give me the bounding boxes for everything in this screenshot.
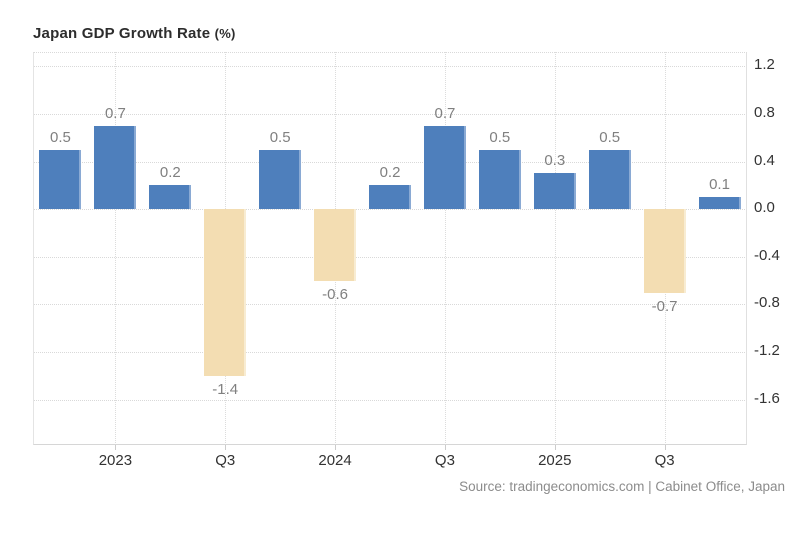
bar-2[interactable] xyxy=(149,185,192,210)
x-axis-tick-mark xyxy=(664,445,666,450)
y-axis-tick-label: 1.2 xyxy=(754,56,775,74)
h-gridline xyxy=(33,256,747,258)
bar-1[interactable] xyxy=(94,125,137,210)
x-axis-tick-mark xyxy=(554,445,556,450)
plot-area xyxy=(33,52,747,445)
bar-4[interactable] xyxy=(259,149,302,210)
y-axis-tick-label: -0.4 xyxy=(754,246,780,264)
y-axis-tick-label: -0.8 xyxy=(754,294,780,312)
bar-3[interactable] xyxy=(204,209,247,376)
bar-9[interactable] xyxy=(533,173,576,210)
bar-8[interactable] xyxy=(478,149,521,210)
x-axis-tick-label: 2024 xyxy=(318,452,352,469)
x-axis-tick-mark xyxy=(225,445,227,450)
x-axis-tick-mark xyxy=(444,445,446,450)
chart-title-units: (%) xyxy=(214,26,236,41)
x-axis-tick-mark xyxy=(115,445,117,450)
bar-value-label: -1.4 xyxy=(212,380,239,398)
bar-12[interactable] xyxy=(698,197,741,210)
source-attribution: Source: tradingeconomics.com | Cabinet O… xyxy=(459,479,785,494)
bar-5[interactable] xyxy=(314,209,357,281)
chart-title: Japan GDP Growth Rate (%) xyxy=(33,25,236,42)
h-gridline xyxy=(33,304,747,306)
bar-value-label: -0.6 xyxy=(322,285,348,303)
y-axis-tick-label: 0.8 xyxy=(754,103,775,121)
y-axis-tick-label: 0.4 xyxy=(754,151,775,169)
bar-value-label: -0.7 xyxy=(651,297,678,315)
bar-value-label: 0.2 xyxy=(379,164,401,182)
y-axis-tick-label: 0.0 xyxy=(754,199,775,217)
x-axis-tick-label: Q3 xyxy=(654,452,675,469)
bar-11[interactable] xyxy=(643,209,686,293)
bar-value-label: 0.5 xyxy=(269,128,291,146)
bar-value-label: 0.1 xyxy=(709,176,730,194)
bar-value-label: 0.7 xyxy=(434,104,456,122)
x-axis-tick-label: 2025 xyxy=(538,452,572,469)
x-axis-tick-label: 2023 xyxy=(98,452,133,469)
bar-value-label: 0.5 xyxy=(50,128,71,146)
chart-title-text: Japan GDP Growth Rate xyxy=(33,25,211,42)
bar-7[interactable] xyxy=(423,125,466,210)
h-gridline xyxy=(33,113,747,115)
bar-0[interactable] xyxy=(39,149,82,210)
bar-10[interactable] xyxy=(588,149,631,210)
bar-6[interactable] xyxy=(369,185,411,210)
y-axis-tick-label: -1.2 xyxy=(754,342,780,360)
bar-value-label: 0.5 xyxy=(489,128,511,146)
bar-value-label: 0.5 xyxy=(599,128,621,146)
bar-value-label: 0.7 xyxy=(104,104,126,122)
v-gridline xyxy=(115,52,117,445)
h-gridline xyxy=(33,209,747,211)
x-axis-tick-label: Q3 xyxy=(215,452,236,469)
x-axis-tick-label: Q3 xyxy=(434,452,455,469)
v-gridline xyxy=(444,52,446,445)
bar-value-label: 0.3 xyxy=(544,152,566,170)
v-gridline xyxy=(554,52,556,445)
h-gridline xyxy=(33,161,747,163)
y-axis-tick-label: -1.6 xyxy=(754,389,780,407)
h-gridline xyxy=(33,66,747,68)
h-gridline xyxy=(33,352,747,354)
bar-value-label: 0.2 xyxy=(159,164,181,182)
x-axis-tick-mark xyxy=(335,445,337,450)
h-gridline xyxy=(33,399,747,401)
